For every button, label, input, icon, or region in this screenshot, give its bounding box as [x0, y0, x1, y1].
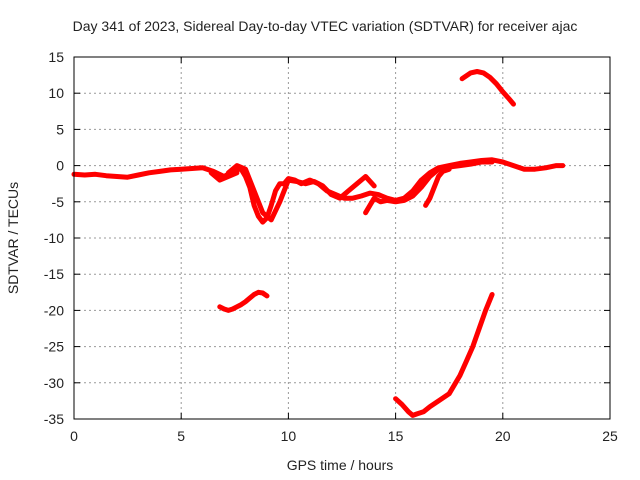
y-tick-label: -15: [44, 266, 64, 282]
y-tick-label: -30: [44, 375, 64, 391]
y-tick-label: 15: [48, 49, 64, 65]
x-axis-label: GPS time / hours: [287, 457, 394, 473]
series-main-track-e: [208, 170, 240, 183]
x-tick-label: 25: [602, 428, 618, 444]
y-tick-label: -35: [44, 411, 64, 427]
y-tick-label: -25: [44, 339, 64, 355]
series-main-track-d: [423, 166, 452, 208]
y-tick-label: 0: [56, 158, 64, 174]
series-layer: [71, 69, 566, 418]
chart-title: Day 341 of 2023, Sidereal Day-to-day VTE…: [73, 18, 578, 34]
x-tick-label: 10: [281, 428, 297, 444]
x-tick-label: 20: [495, 428, 511, 444]
series-main-track-a: [71, 157, 566, 225]
y-tick-label: -5: [52, 194, 65, 210]
x-tick-label: 15: [388, 428, 404, 444]
grid: [74, 57, 610, 419]
series-main-track-b: [225, 163, 377, 223]
y-axis-label: SDTVAR / TECUs: [5, 182, 21, 294]
series-upper-arc: [459, 69, 516, 107]
y-tick-label: -20: [44, 302, 64, 318]
ticks: 0 5 10 15 20 25 15 10 5 0 -5 -10 -15 -20 -25 -30 -35: [44, 49, 618, 444]
x-tick-label: 5: [177, 428, 185, 444]
y-tick-label: 10: [48, 85, 64, 101]
y-tick-label: -10: [44, 230, 64, 246]
series-left-lower-segment: [217, 289, 270, 313]
series-main-track-c: [363, 159, 495, 216]
x-tick-label: 0: [70, 428, 78, 444]
series-right-lower-curve: [393, 292, 495, 418]
y-tick-label: 5: [56, 121, 64, 137]
